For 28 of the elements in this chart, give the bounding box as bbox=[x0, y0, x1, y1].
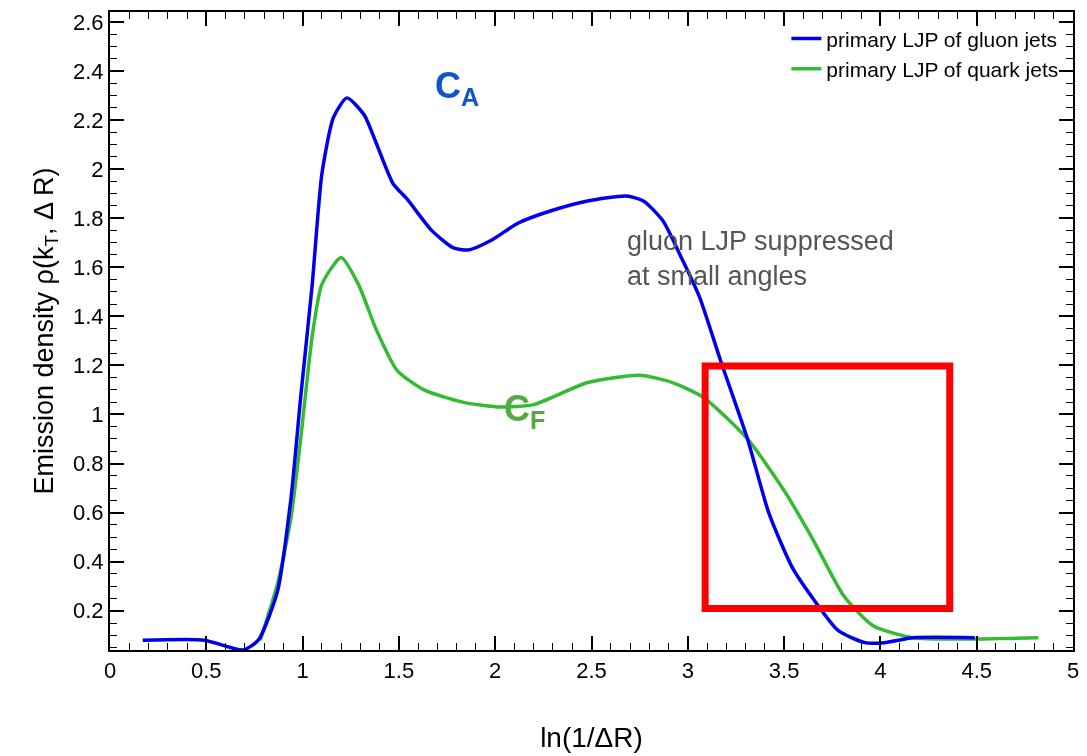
y-tick-label: 1.2 bbox=[73, 353, 104, 379]
annotation: C$_{A}$ bbox=[435, 65, 480, 111]
y-tick-label: 0.6 bbox=[73, 500, 104, 526]
legend-label: primary LJP of quark jets bbox=[826, 58, 1059, 82]
legend-label: primary LJP of gluon jets bbox=[826, 27, 1058, 51]
y-tick-label: 0.8 bbox=[73, 451, 104, 477]
x-tick-label: 2 bbox=[489, 658, 502, 684]
y-tick-label: 0.2 bbox=[73, 598, 104, 624]
x-tick-label: 4 bbox=[874, 658, 887, 684]
x-tick-label: 4.5 bbox=[961, 658, 992, 684]
x-tick-label: 5 bbox=[1066, 658, 1080, 684]
x-tick-label: 0 bbox=[103, 658, 117, 684]
y-tick-label: 2.6 bbox=[73, 9, 104, 35]
x-tick-label: 3 bbox=[681, 658, 694, 684]
x-tick-label: 2.5 bbox=[576, 658, 607, 684]
y-tick-label: 2 bbox=[91, 156, 104, 182]
x-tick-label: 0.5 bbox=[191, 658, 222, 684]
y-tick-label: 1.4 bbox=[73, 303, 104, 329]
x-tick-label: 1.5 bbox=[383, 658, 415, 684]
y-tick-label: 1 bbox=[91, 402, 104, 428]
x-tick-label: 1 bbox=[296, 658, 309, 684]
y-tick-label: 2.4 bbox=[73, 58, 104, 84]
y-tick-label: 0.4 bbox=[73, 549, 104, 575]
y-tick-label: 2.2 bbox=[73, 107, 104, 133]
x-axis-title: ln(1/ΔR) bbox=[540, 722, 643, 753]
y-tick-label: 1.6 bbox=[73, 254, 104, 280]
y-tick-label: 1.8 bbox=[73, 205, 104, 231]
x-tick-label: 3.5 bbox=[768, 658, 800, 684]
